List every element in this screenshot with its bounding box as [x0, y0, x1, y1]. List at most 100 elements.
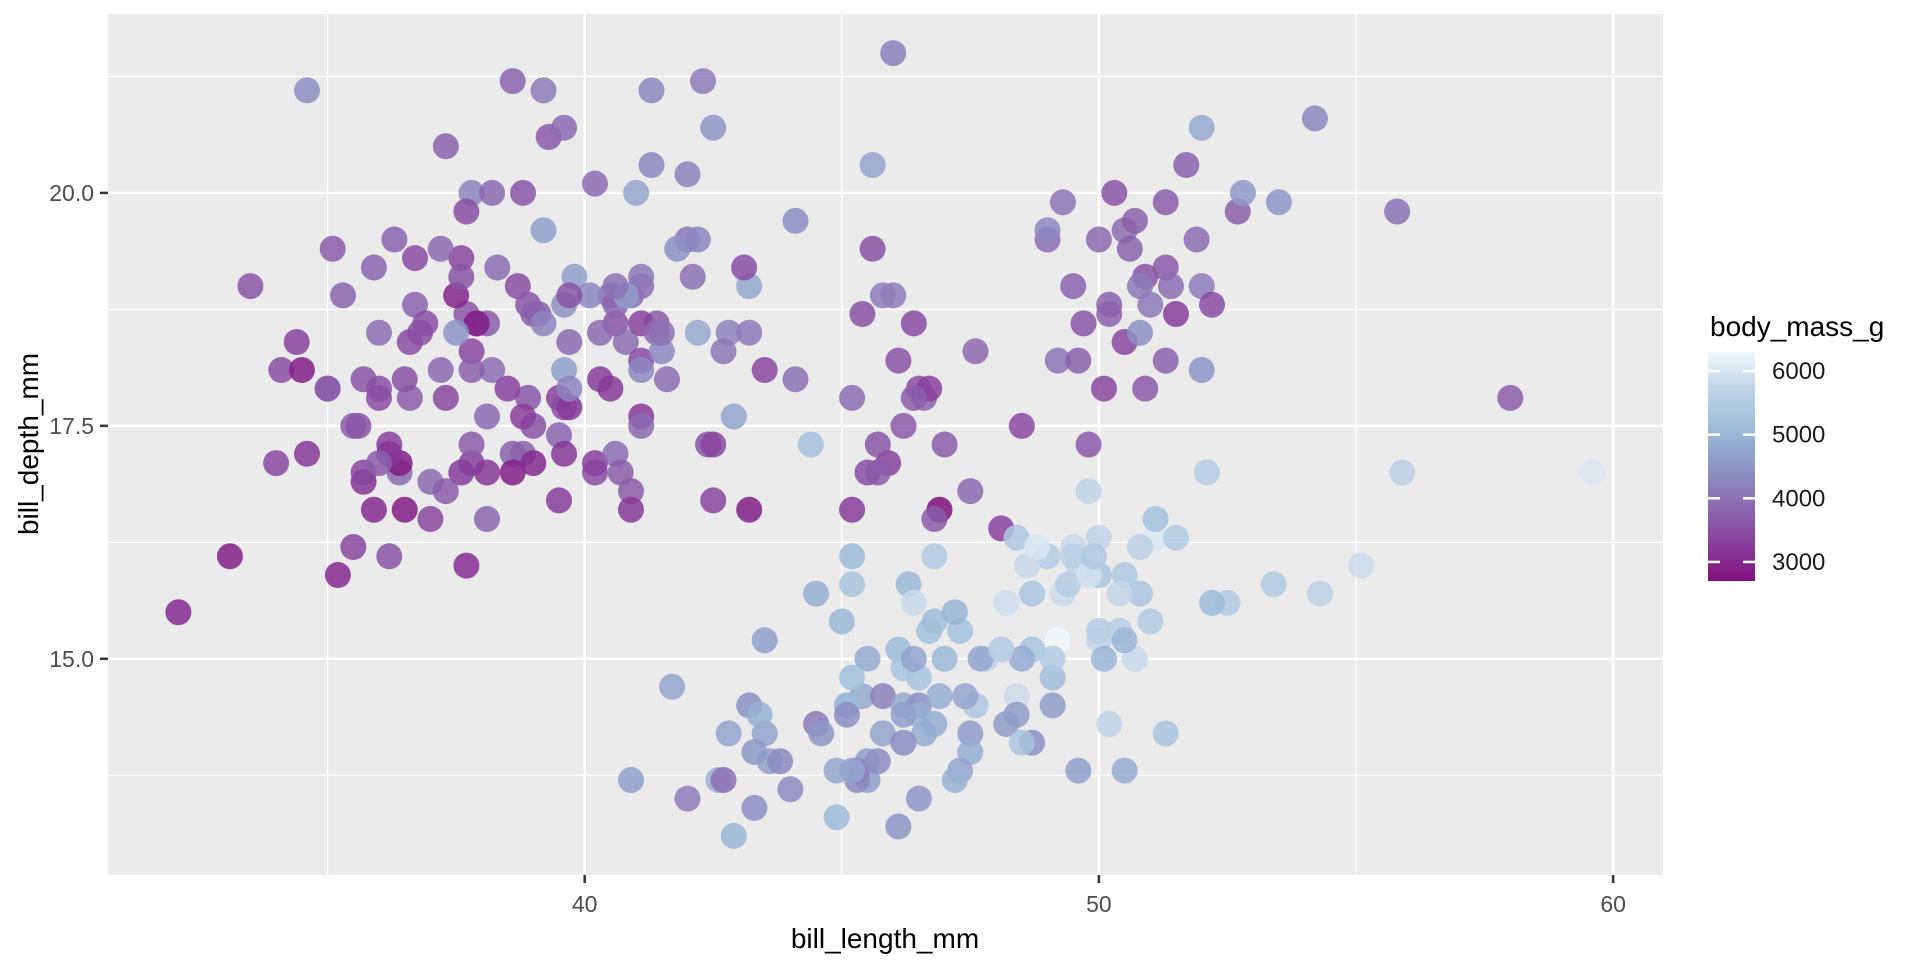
data-point — [479, 357, 506, 383]
data-point — [1152, 347, 1179, 374]
data-point — [366, 384, 392, 411]
data-point — [443, 319, 470, 346]
data-point — [1065, 347, 1092, 374]
data-point — [839, 384, 866, 411]
data-point — [263, 450, 290, 477]
data-point — [654, 366, 680, 393]
data-point — [1193, 459, 1220, 486]
y-tick-label: 20.0 — [49, 180, 94, 206]
data-point — [967, 645, 994, 672]
data-point — [648, 338, 675, 365]
data-point — [751, 627, 778, 654]
data-point — [839, 571, 866, 598]
data-point — [782, 366, 809, 393]
data-point — [1127, 580, 1153, 607]
data-point — [474, 459, 500, 486]
data-point — [458, 338, 485, 365]
data-point — [1008, 729, 1035, 756]
data-point — [905, 785, 932, 812]
data-point — [638, 152, 665, 178]
data-point — [926, 683, 953, 710]
data-point — [1075, 478, 1102, 505]
data-point — [839, 664, 866, 691]
data-point — [751, 357, 778, 383]
data-point — [921, 543, 948, 570]
data-point — [448, 459, 475, 486]
data-point — [530, 217, 557, 244]
data-point — [391, 366, 418, 393]
data-point — [1265, 189, 1292, 216]
data-point — [839, 543, 866, 570]
data-point — [941, 599, 968, 626]
data-point — [237, 273, 264, 300]
data-point — [453, 552, 480, 579]
data-point — [957, 478, 984, 505]
data-point — [710, 767, 737, 793]
legend-tick-labels: 3000 4000 5000 6000 — [1772, 358, 1825, 576]
data-point — [890, 729, 917, 756]
data-point — [679, 263, 706, 290]
data-point — [551, 114, 578, 141]
data-point — [607, 459, 634, 486]
data-point — [803, 580, 830, 607]
data-point — [402, 245, 428, 272]
data-point — [1152, 720, 1179, 747]
data-point — [720, 403, 747, 430]
data-point — [1070, 310, 1097, 337]
data-point — [1060, 543, 1087, 570]
data-points-layer — [165, 40, 1606, 849]
data-point — [165, 599, 192, 626]
data-point — [288, 357, 315, 383]
data-point — [715, 720, 742, 747]
data-point — [1003, 701, 1030, 728]
data-point — [1157, 273, 1184, 300]
data-point — [710, 338, 737, 365]
y-tick-label: 17.5 — [49, 413, 94, 439]
data-point — [864, 459, 891, 486]
data-point — [530, 77, 557, 104]
data-point — [448, 263, 475, 290]
data-point — [1163, 524, 1189, 551]
data-point — [1579, 459, 1606, 486]
data-point — [1199, 589, 1225, 616]
data-point — [900, 645, 927, 672]
data-point — [808, 720, 835, 747]
data-point — [474, 403, 500, 430]
data-point — [391, 496, 418, 523]
data-point — [381, 226, 408, 253]
data-point — [1152, 189, 1179, 216]
data-point — [612, 329, 639, 355]
data-point — [510, 403, 536, 430]
data-point — [628, 412, 655, 439]
data-point — [890, 701, 917, 728]
data-point — [941, 767, 968, 793]
data-point — [1049, 189, 1076, 216]
data-point — [520, 450, 547, 477]
data-point — [479, 179, 506, 206]
data-point — [1039, 645, 1066, 672]
data-point — [736, 319, 763, 346]
data-point — [962, 338, 989, 365]
data-point — [1132, 375, 1159, 402]
data-point — [582, 450, 608, 477]
data-point — [474, 506, 500, 532]
data-point — [556, 329, 583, 355]
data-point — [432, 384, 459, 411]
data-point — [854, 645, 881, 672]
data-point — [453, 198, 480, 225]
data-point — [1301, 105, 1328, 132]
data-point — [957, 720, 984, 747]
data-point — [741, 794, 768, 821]
legend-tick-label: 5000 — [1772, 422, 1825, 449]
data-point — [731, 254, 758, 281]
data-point — [484, 254, 511, 281]
data-point — [294, 440, 320, 467]
data-point — [1127, 319, 1153, 346]
data-point — [684, 319, 711, 346]
data-point — [1137, 608, 1164, 635]
data-point — [1101, 179, 1128, 206]
data-point — [1121, 207, 1148, 234]
data-point — [1188, 114, 1215, 141]
data-point — [900, 384, 927, 411]
